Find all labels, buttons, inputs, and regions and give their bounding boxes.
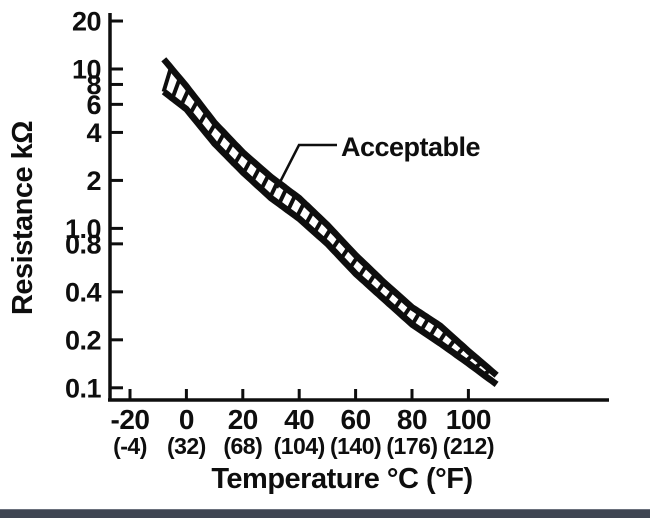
lower-limit-curve	[161, 89, 499, 387]
y-tick-label: 8	[86, 70, 101, 100]
x-tick-label-fahrenheit: (-4)	[113, 433, 147, 459]
x-axis-title: Temperature °C (°F)	[211, 463, 472, 495]
x-tick-label-celsius: 80	[397, 404, 427, 435]
acceptable-leader-line	[275, 143, 337, 189]
annotation-acceptable: Acceptable	[341, 132, 481, 162]
x-tick-label-fahrenheit: (140)	[330, 433, 381, 459]
y-tick-label: 0.4	[65, 277, 102, 307]
x-tick-label-celsius: 0	[179, 404, 194, 435]
y-tick-label: 0.2	[65, 325, 101, 355]
x-tick-label-celsius: 100	[446, 404, 491, 435]
x-tick-label-celsius: -20	[111, 404, 150, 435]
acceptable-band	[161, 57, 499, 387]
x-tick-label-celsius: 20	[228, 404, 258, 435]
upper-limit-curve	[161, 57, 499, 378]
x-tick-label-fahrenheit: (176)	[386, 433, 437, 459]
x-tick-label-fahrenheit: (32)	[167, 433, 206, 459]
x-tick-label-fahrenheit: (104)	[274, 433, 325, 459]
y-tick-label: 1.0	[65, 214, 101, 244]
x-axis-ticks: -20(-4) 0(32) 20(68) 40(104) 60(140) 80(176) 1…	[111, 389, 495, 459]
x-tick-label-fahrenheit: (68)	[223, 433, 262, 459]
y-tick-label: 0.8	[65, 229, 102, 259]
x-tick-label-celsius: 40	[284, 404, 314, 435]
y-tick-label: 2	[86, 166, 101, 196]
page-bottom-bar	[0, 509, 650, 518]
band-hatch-rung	[161, 67, 173, 93]
y-tick-label: 10	[72, 55, 101, 85]
y-axis-title: Resistance kΩ	[7, 121, 39, 315]
y-tick-label: 20	[72, 7, 101, 37]
plot-axes	[108, 13, 609, 402]
x-tick-label-fahrenheit: (212)	[443, 433, 494, 459]
y-tick-label: 4	[86, 118, 101, 148]
y-tick-label: 6	[86, 90, 101, 120]
y-tick-label: 0.1	[65, 373, 102, 403]
x-tick-label-celsius: 60	[341, 404, 371, 435]
